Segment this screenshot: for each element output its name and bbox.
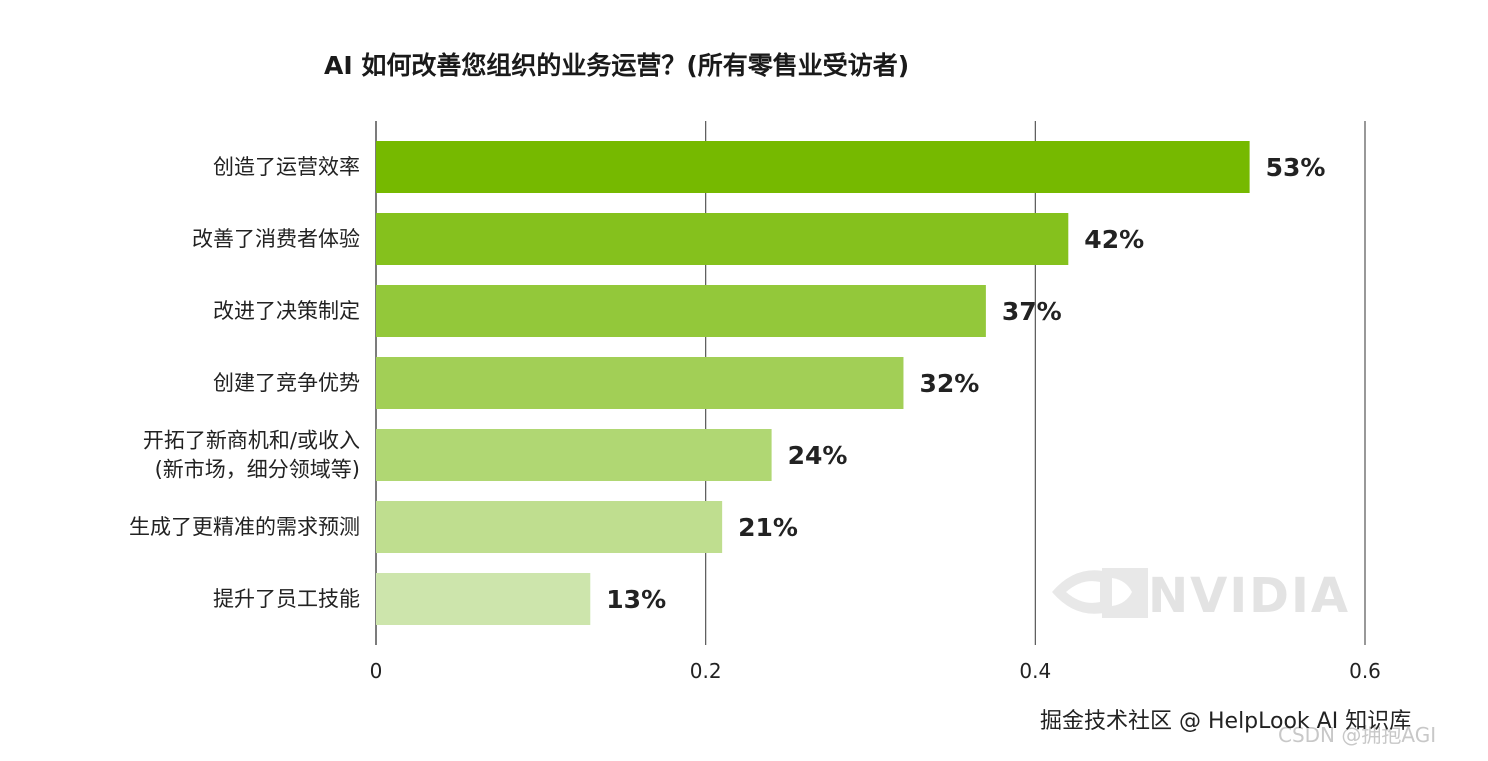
bar bbox=[376, 501, 723, 553]
watermark-text: NVIDIA bbox=[1148, 568, 1350, 624]
nvidia-eye-logo bbox=[1052, 568, 1148, 618]
bar bbox=[376, 213, 1069, 265]
x-tick-label: 0.4 bbox=[1019, 659, 1051, 683]
x-tick-label: 0.6 bbox=[1349, 659, 1381, 683]
footer-secondary-text: CSDN @拥抱AGI bbox=[1278, 723, 1436, 747]
value-label: 24% bbox=[788, 441, 848, 470]
x-tick-label: 0.2 bbox=[690, 659, 722, 683]
bar bbox=[376, 357, 904, 409]
x-axis-ticks: 0 0.2 0.4 0.6 bbox=[370, 659, 1381, 683]
value-label: 32% bbox=[919, 369, 979, 398]
bar bbox=[376, 285, 986, 337]
value-label: 53% bbox=[1266, 153, 1326, 182]
bar bbox=[376, 573, 591, 625]
chart-title: AI 如何改善您组织的业务运营？(所有零售业受访者) bbox=[324, 51, 909, 80]
footer-primary-text: 掘金技术社区 @ HelpLook AI 知识库 bbox=[1040, 709, 1411, 734]
category-label: 提升了员工技能 bbox=[213, 587, 360, 611]
value-label: 21% bbox=[738, 513, 798, 542]
category-label: (新市场，细分领域等) bbox=[155, 458, 360, 482]
category-label: 改善了消费者体验 bbox=[192, 227, 360, 251]
category-label: 创建了竞争优势 bbox=[213, 371, 360, 395]
value-labels: 53% 42% 37% 32% 24% 21% 13% bbox=[606, 153, 1325, 614]
bar bbox=[376, 141, 1250, 193]
category-label: 改进了决策制定 bbox=[213, 299, 360, 323]
x-tick-label: 0 bbox=[370, 659, 383, 683]
category-label: 创造了运营效率 bbox=[213, 155, 360, 179]
category-label: 开拓了新商机和/或收入 bbox=[143, 429, 360, 453]
value-label: 37% bbox=[1002, 297, 1062, 326]
value-label: 13% bbox=[606, 585, 666, 614]
bar bbox=[376, 429, 772, 481]
nvidia-watermark: NVIDIA bbox=[1052, 568, 1350, 624]
value-label: 42% bbox=[1084, 225, 1144, 254]
category-labels: 创造了运营效率改善了消费者体验改进了决策制定创建了竞争优势开拓了新商机和/或收入… bbox=[129, 155, 360, 611]
bars bbox=[376, 141, 1250, 625]
category-label: 生成了更精准的需求预测 bbox=[129, 515, 360, 539]
